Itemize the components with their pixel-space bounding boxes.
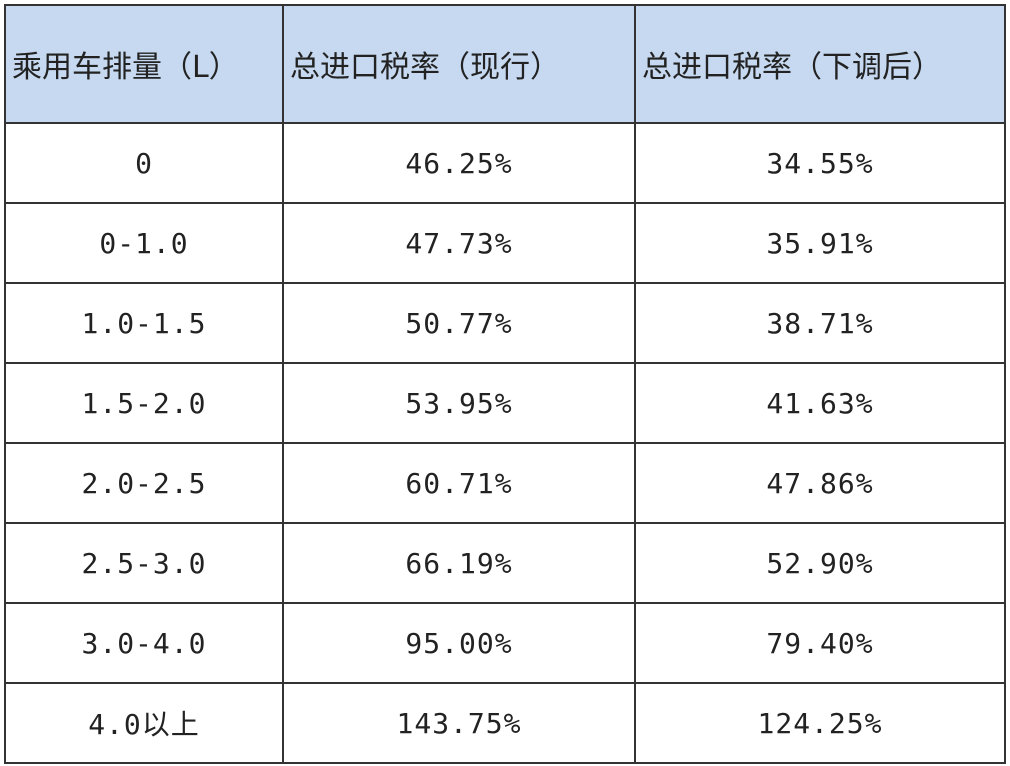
table-cell: 124.25% [634,682,1006,764]
table-row: 3.0-4.0 95.00% 79.40% [4,602,1006,684]
table-row: 2.5-3.0 66.19% 52.90% [4,522,1006,604]
table-cell: 34.55% [634,122,1006,204]
table-cell: 66.19% [282,522,636,604]
table-cell: 47.86% [634,442,1006,524]
table-cell: 0 [4,122,284,204]
table-cell: 35.91% [634,202,1006,284]
table-cell: 0-1.0 [4,202,284,284]
table-cell: 4.0以上 [4,682,284,764]
table-cell: 50.77% [282,282,636,364]
table-cell: 38.71% [634,282,1006,364]
table-cell: 47.73% [282,202,636,284]
table-cell: 2.0-2.5 [4,442,284,524]
table-cell: 52.90% [634,522,1006,604]
table-cell: 3.0-4.0 [4,602,284,684]
table-cell: 46.25% [282,122,636,204]
table-cell: 1.5-2.0 [4,362,284,444]
header-cell: 总进口税率（现行） [282,4,636,124]
table-cell: 53.95% [282,362,636,444]
header-row: 乘用车排量（L） 总进口税率（现行） 总进口税率（下调后） [4,4,1006,124]
header-cell: 总进口税率（下调后） [634,4,1006,124]
table-row: 4.0以上 143.75% 124.25% [4,682,1006,764]
table-row: 2.0-2.5 60.71% 47.86% [4,442,1006,524]
table-cell: 41.63% [634,362,1006,444]
table-cell: 2.5-3.0 [4,522,284,604]
table-cell: 60.71% [282,442,636,524]
table-row: 1.5-2.0 53.95% 41.63% [4,362,1006,444]
header-cell: 乘用车排量（L） [4,4,284,124]
tax-table: 乘用车排量（L） 总进口税率（现行） 总进口税率（下调后） 0 46.25% 34.55… [4,4,1006,764]
table-cell: 95.00% [282,602,636,684]
table-cell: 1.0-1.5 [4,282,284,364]
table-row: 1.0-1.5 50.77% 38.71% [4,282,1006,364]
table-cell: 79.40% [634,602,1006,684]
table-cell: 143.75% [282,682,636,764]
table-row: 0 46.25% 34.55% [4,122,1006,204]
table-row: 0-1.0 47.73% 35.91% [4,202,1006,284]
